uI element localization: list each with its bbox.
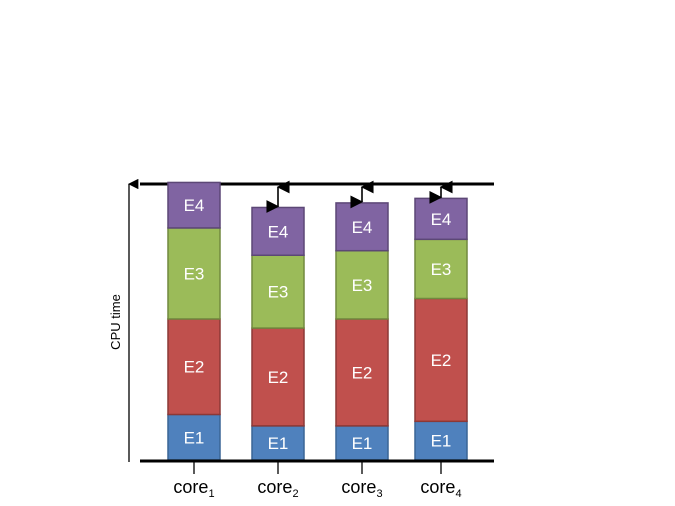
segment-e4 [167, 181, 221, 229]
segment-label: E3 [431, 260, 452, 279]
core-ticks: core1 core2 core3 core4 [173, 462, 462, 500]
segment-label: E3 [352, 276, 373, 295]
segment-label: E3 [184, 264, 205, 283]
core-label: core4 [420, 477, 461, 500]
segment-label: E1 [431, 432, 452, 451]
core-bar-3: E1 E2 E3 E4 [335, 202, 389, 461]
core-bar-4: E1 E2 E3 E4 [414, 197, 468, 461]
segment-label: E1 [352, 434, 373, 453]
segment-e1 [335, 425, 389, 461]
segment-label: E4 [352, 218, 373, 237]
segment-label: E2 [184, 358, 205, 377]
segment-e3 [251, 254, 305, 329]
segment-e3 [167, 227, 221, 320]
segment-e1 [167, 413, 221, 461]
segment-label: E2 [268, 368, 289, 387]
segment-label: E1 [268, 434, 289, 453]
core-bar-1: E1 E2 E3 E4 [167, 181, 221, 461]
segment-e4 [251, 206, 305, 257]
core-bar-2: E1 E2 E3 E4 [251, 206, 305, 461]
core-bars: E1 E2 E3 E4 E1 E2 E3 E4 E1 E2 E3 E4 E1 E2 E3 E4 [167, 180, 468, 461]
segment-label: E2 [352, 363, 373, 382]
core-label: core1 [173, 477, 214, 500]
segment-e3 [335, 249, 389, 320]
segment-label: E4 [268, 222, 289, 241]
axis-label: CPU time [108, 294, 123, 350]
segment-e4 [414, 197, 468, 241]
core-label: core3 [341, 477, 382, 500]
segment-e3 [414, 238, 468, 300]
segment-label: E2 [431, 351, 452, 370]
segment-label: E3 [268, 283, 289, 302]
segment-e2 [251, 327, 305, 427]
segment-e4 [335, 202, 389, 252]
segment-label: E4 [184, 196, 205, 215]
core-label: core2 [257, 477, 298, 500]
segment-label: E1 [184, 428, 205, 447]
segment-label: E4 [431, 210, 452, 229]
